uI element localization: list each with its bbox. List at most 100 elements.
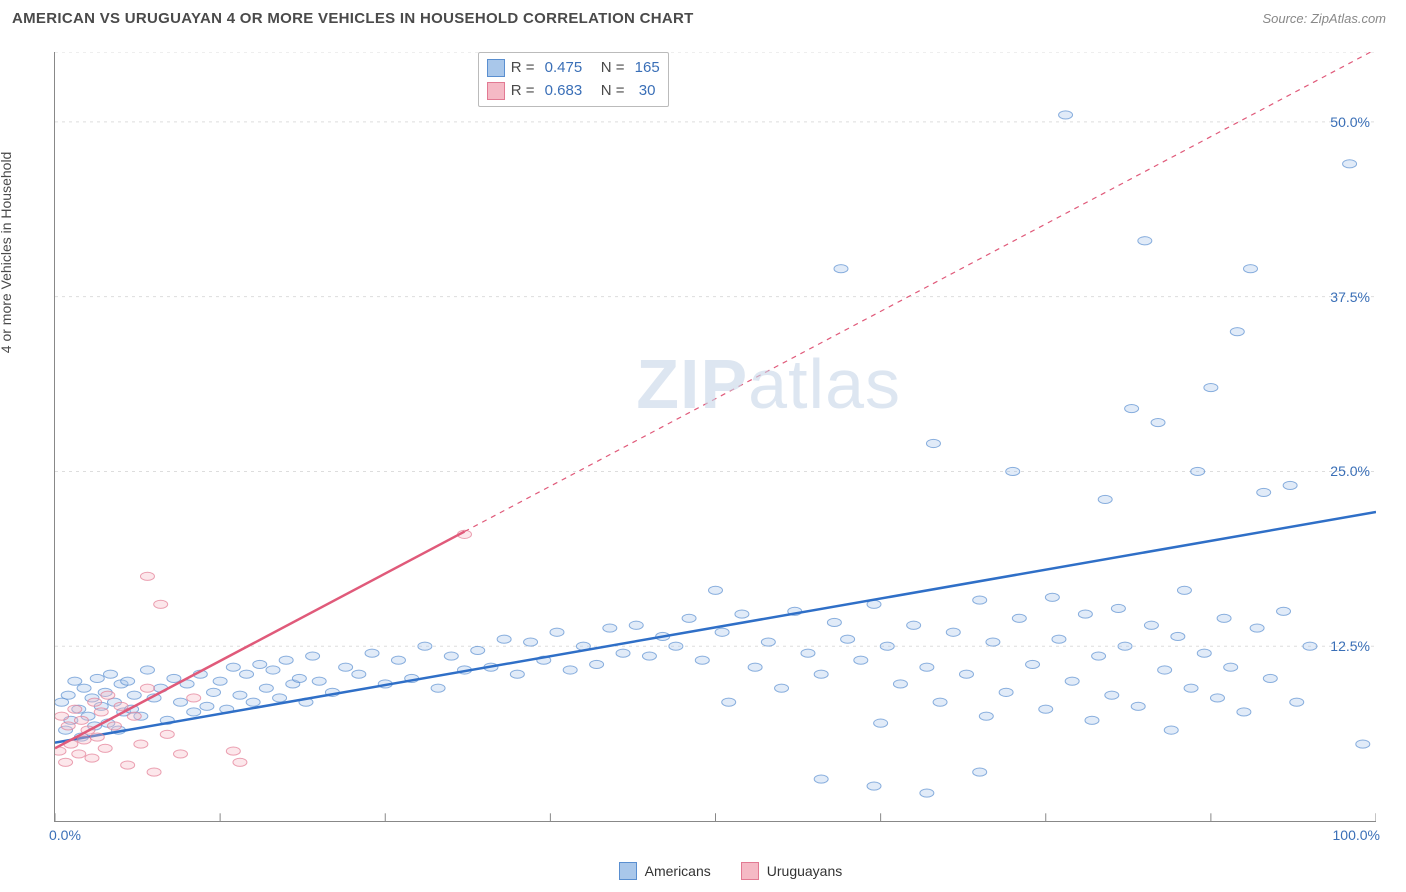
chart-title: AMERICAN VS URUGUAYAN 4 OR MORE VEHICLES… xyxy=(12,10,694,27)
data-point xyxy=(77,684,91,692)
data-point xyxy=(801,649,815,657)
data-point xyxy=(867,782,881,790)
data-point xyxy=(722,698,736,706)
data-point xyxy=(695,656,709,664)
legend-swatch xyxy=(487,82,505,100)
data-point xyxy=(240,670,254,678)
data-point xyxy=(841,635,855,643)
data-point xyxy=(431,684,445,692)
data-point xyxy=(279,656,293,664)
x-axis-max-label: 100.0% xyxy=(1333,827,1380,843)
data-point xyxy=(140,666,154,674)
data-point xyxy=(616,649,630,657)
data-point xyxy=(1105,691,1119,699)
data-point xyxy=(74,716,88,724)
data-point xyxy=(1026,660,1040,668)
data-point xyxy=(1263,674,1277,682)
data-point xyxy=(253,660,267,668)
data-point xyxy=(1356,740,1370,748)
data-point xyxy=(973,596,987,604)
data-point xyxy=(471,646,485,654)
legend-row: R = 0.683 N = 30 xyxy=(487,80,660,103)
data-point xyxy=(59,758,73,766)
legend-swatch xyxy=(487,59,505,77)
data-point xyxy=(1184,684,1198,692)
data-point xyxy=(121,761,135,769)
data-point xyxy=(979,712,993,720)
data-point xyxy=(187,694,201,702)
data-point xyxy=(920,789,934,797)
legend-swatch xyxy=(619,862,637,880)
data-point xyxy=(174,750,188,758)
data-point xyxy=(814,775,828,783)
data-point xyxy=(1237,708,1251,716)
data-point xyxy=(444,652,458,660)
data-point xyxy=(207,688,221,696)
data-point xyxy=(72,750,86,758)
data-point xyxy=(273,694,287,702)
data-point xyxy=(1125,404,1139,412)
data-point xyxy=(959,670,973,678)
data-point xyxy=(94,708,108,716)
data-point xyxy=(90,674,104,682)
data-point xyxy=(1006,467,1020,475)
data-point xyxy=(154,600,168,608)
data-point xyxy=(1085,716,1099,724)
data-point xyxy=(1138,237,1152,245)
data-point xyxy=(603,624,617,632)
data-point xyxy=(233,691,247,699)
data-point xyxy=(68,705,82,713)
data-point xyxy=(187,708,201,716)
correlation-legend: R = 0.475 N = 165R = 0.683 N = 30 xyxy=(478,52,669,107)
data-point xyxy=(61,722,75,730)
data-point xyxy=(1250,624,1264,632)
data-point xyxy=(880,642,894,650)
source-attribution: Source: ZipAtlas.com xyxy=(1262,11,1386,26)
data-point xyxy=(907,621,921,629)
data-point xyxy=(1045,593,1059,601)
data-point xyxy=(1118,642,1132,650)
data-point xyxy=(497,635,511,643)
data-point xyxy=(920,663,934,671)
data-point xyxy=(292,674,306,682)
data-point xyxy=(775,684,789,692)
data-point xyxy=(391,656,405,664)
data-point xyxy=(1171,632,1185,640)
data-point xyxy=(854,656,868,664)
data-point xyxy=(563,666,577,674)
data-point xyxy=(68,677,82,685)
data-point xyxy=(134,740,148,748)
data-point xyxy=(226,663,240,671)
data-point xyxy=(147,768,161,776)
data-point xyxy=(365,649,379,657)
data-point xyxy=(590,660,604,668)
data-point xyxy=(1092,652,1106,660)
data-point xyxy=(1177,586,1191,594)
y-tick-label: 25.0% xyxy=(1330,463,1370,479)
x-axis-min-label: 0.0% xyxy=(49,827,81,843)
legend-row: R = 0.475 N = 165 xyxy=(487,57,660,80)
data-point xyxy=(827,618,841,626)
data-point xyxy=(933,698,947,706)
data-point xyxy=(90,733,104,741)
data-point xyxy=(1059,111,1073,119)
data-point xyxy=(259,684,273,692)
data-point xyxy=(1098,495,1112,503)
data-point xyxy=(103,670,117,678)
data-point xyxy=(121,677,135,685)
data-point xyxy=(339,663,353,671)
data-point xyxy=(1151,418,1165,426)
data-point xyxy=(127,691,141,699)
chart-area: 4 or more Vehicles in Household ZIPatlas… xyxy=(12,40,1386,852)
data-point xyxy=(642,652,656,660)
data-point xyxy=(85,754,99,762)
data-point xyxy=(306,652,320,660)
data-point xyxy=(160,730,174,738)
data-point xyxy=(1197,649,1211,657)
data-point xyxy=(510,670,524,678)
data-point xyxy=(761,638,775,646)
data-point xyxy=(986,638,1000,646)
y-tick-label: 50.0% xyxy=(1330,114,1370,130)
legend-item: Americans xyxy=(619,862,711,880)
data-point xyxy=(1217,614,1231,622)
